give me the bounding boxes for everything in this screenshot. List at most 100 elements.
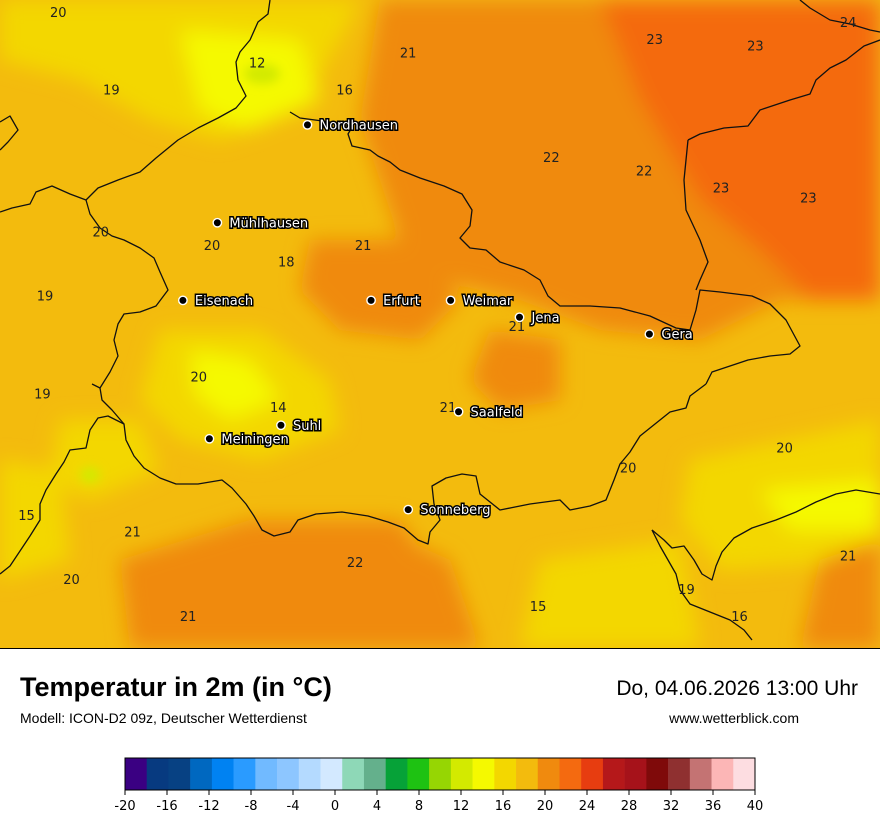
temperature-value: 24	[840, 16, 857, 31]
city-jena: Jena	[514, 309, 561, 327]
temperature-value: 23	[713, 181, 730, 196]
temperature-value: 23	[646, 33, 663, 48]
legend-swatch	[407, 758, 430, 790]
temperature-value: 23	[800, 192, 817, 207]
city-eisenach: Eisenach	[177, 292, 255, 310]
legend-swatch	[168, 758, 191, 790]
city-label: Erfurt	[383, 294, 420, 309]
temperature-value: 20	[92, 225, 109, 240]
legend-swatch	[668, 758, 691, 790]
temperature-value: 19	[34, 387, 51, 402]
city-erfurt: Erfurt	[366, 292, 421, 310]
legend-tick-label: -16	[156, 799, 177, 814]
temperature-value: 21	[355, 239, 372, 254]
city-muehlhausen: Mühlhausen	[212, 215, 310, 233]
legend-tick-label: 24	[579, 799, 596, 814]
legend-swatch	[429, 758, 452, 790]
temperature-value: 20	[50, 6, 67, 21]
temperature-value: 21	[440, 401, 457, 416]
city-label: Meiningen	[221, 432, 288, 447]
legend-swatch	[298, 758, 321, 790]
temperature-value: 12	[249, 57, 266, 72]
legend-swatch	[385, 758, 408, 790]
legend-swatch	[581, 758, 604, 790]
city-label: Sonneberg	[420, 503, 490, 518]
temperature-value: 19	[103, 84, 120, 99]
city-meiningen: Meiningen	[204, 431, 290, 449]
legend-tick-label: 20	[537, 799, 554, 814]
city-saalfeld: Saalfeld	[453, 404, 524, 422]
city-dot-icon	[366, 295, 376, 306]
legend-border	[124, 757, 756, 791]
legend-swatch	[516, 758, 539, 790]
legend-swatch	[450, 758, 473, 790]
legend-swatch	[646, 758, 669, 790]
city-suhl: Suhl	[276, 417, 323, 435]
temperature-value: 20	[191, 370, 208, 385]
city-dot-icon	[445, 295, 456, 306]
legend-swatch	[255, 758, 278, 790]
temperature-value: 19	[678, 583, 695, 598]
color-legend: -20 -16 -12 -8 -4 0 4 8 12 16 20 24 28 32 36 40	[110, 752, 770, 822]
temperature-value: 14	[270, 401, 287, 416]
city-gera: Gera	[644, 326, 694, 344]
legend-tick-label: 32	[663, 799, 680, 814]
city-label: Mühlhausen	[229, 216, 308, 231]
city-dot-icon	[212, 217, 223, 228]
legend-swatch	[689, 758, 712, 790]
city-label: Gera	[661, 328, 692, 343]
city-dot-icon	[276, 420, 286, 431]
temperature-value: 15	[18, 509, 35, 524]
legend-swatch	[494, 758, 517, 790]
temperature-value: 21	[124, 526, 141, 541]
temperature-value: 23	[747, 40, 764, 55]
city-dot-icon	[453, 406, 464, 417]
temperature-value: 22	[543, 151, 560, 166]
temperature-value: 15	[530, 600, 547, 615]
legend-swatch	[602, 758, 625, 790]
city-dot-icon	[177, 295, 188, 306]
map-title: Temperatur in 2m (in °C)	[20, 672, 332, 702]
state-borders	[0, 0, 880, 641]
city-dot-icon	[403, 504, 414, 515]
temperature-value: 21	[180, 610, 197, 625]
legend-tick-label: 36	[705, 799, 722, 814]
temperature-value: 22	[347, 556, 364, 571]
city-nordhausen: Nordhausen	[302, 117, 399, 135]
temperature-value: 20	[620, 462, 637, 477]
legend-swatch	[211, 758, 234, 790]
website-link[interactable]: www.wetterblick.com	[669, 710, 799, 726]
legend-swatch	[190, 758, 213, 790]
legend-tick-label: -12	[198, 799, 219, 814]
forecast-datetime: Do, 04.06.2026 13:00 Uhr	[616, 677, 858, 700]
legend-tick-label: -20	[114, 799, 135, 814]
legend-tick-label: 8	[415, 799, 423, 814]
legend-swatch	[342, 758, 365, 790]
temperature-value: 16	[336, 84, 353, 99]
legend-tick-label: 40	[747, 799, 764, 814]
legend-tick-label: -4	[287, 799, 300, 814]
city-label: Saalfeld	[471, 405, 523, 420]
temperature-value: 20	[204, 239, 221, 254]
legend-tick-label: -8	[245, 799, 258, 814]
temperature-field	[0, 0, 880, 648]
legend-swatch	[733, 758, 756, 790]
temperature-value: 16	[731, 610, 748, 625]
temperature-value: 21	[400, 46, 417, 61]
legend-swatch	[277, 758, 300, 790]
temperature-value: 19	[37, 289, 54, 304]
city-dot-icon	[644, 329, 655, 340]
legend-tick-label: 12	[453, 799, 470, 814]
temperature-map: 20 12 21 23 23 24 19 16 22 22 23 23 20 20 21 18 19 21 20 19…	[0, 0, 880, 649]
city-label: Eisenach	[195, 294, 253, 309]
legend-swatch	[146, 758, 169, 790]
legend-tick-label: 4	[373, 799, 381, 814]
legend-swatch	[125, 758, 148, 790]
temperature-value: 20	[63, 573, 80, 588]
city-dot-icon	[514, 312, 525, 323]
legend-swatch	[320, 758, 343, 790]
temperature-value: 22	[636, 165, 653, 180]
city-dot-icon	[204, 433, 215, 444]
legend-tick-label: 0	[331, 799, 339, 814]
city-sonneberg: Sonneberg	[403, 502, 492, 520]
